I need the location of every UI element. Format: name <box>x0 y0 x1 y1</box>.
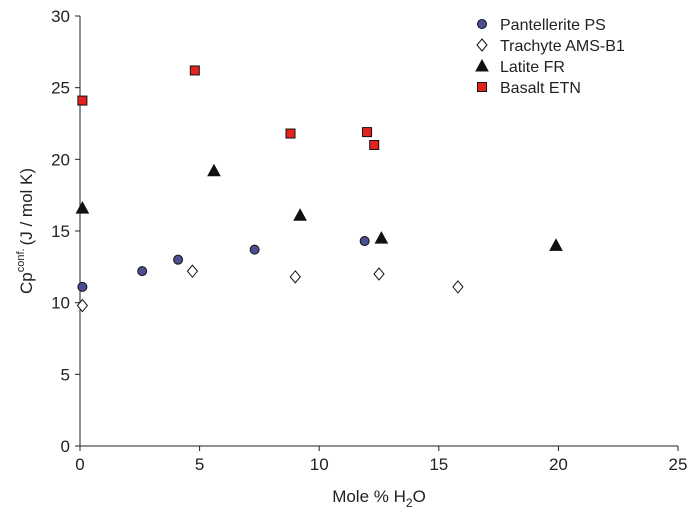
y-label-part: (J / mol K) <box>17 168 36 245</box>
x-label-part: O <box>413 487 426 506</box>
point <box>75 201 90 214</box>
point <box>249 244 260 255</box>
point <box>362 127 373 138</box>
x-label-sub: 2 <box>406 496 413 510</box>
legend-label: Latite FR <box>500 59 565 76</box>
y-label-part: Cp <box>17 272 36 294</box>
legend-label: Basalt ETN <box>500 80 581 97</box>
y-label-sup: conf. <box>15 248 27 272</box>
y-tick-label: 25 <box>51 79 70 98</box>
point <box>373 267 385 281</box>
point <box>76 298 89 313</box>
x-label-part: Mole % H <box>332 487 406 506</box>
x-tick-label: 25 <box>669 455 688 474</box>
x-tick-label: 10 <box>310 455 329 474</box>
x-tick-label: 15 <box>429 455 448 474</box>
point <box>374 231 389 244</box>
legend-marker <box>477 82 487 92</box>
legend-marker <box>477 19 487 29</box>
x-tick-label: 5 <box>195 455 204 474</box>
point <box>289 270 301 284</box>
point <box>77 281 88 292</box>
y-tick-label: 5 <box>61 365 70 384</box>
y-tick-label: 15 <box>51 222 70 241</box>
point <box>189 65 200 76</box>
point <box>293 208 307 221</box>
point <box>285 128 296 139</box>
x-tick-label: 0 <box>75 455 84 474</box>
point <box>137 266 148 277</box>
point <box>359 236 370 247</box>
point <box>77 95 88 106</box>
legend-marker <box>475 58 489 72</box>
y-tick-label: 10 <box>51 294 70 313</box>
y-axis-label: Cpconf. (J / mol K) <box>15 168 36 294</box>
y-tick-label: 30 <box>51 7 70 26</box>
point <box>186 264 199 278</box>
legend-label: Trachyte AMS-B1 <box>500 38 625 55</box>
point <box>369 140 380 150</box>
x-axis-label: Mole % H2O <box>332 487 426 510</box>
point <box>452 280 464 294</box>
point <box>173 254 184 265</box>
y-tick-label: 20 <box>51 150 70 169</box>
legend-marker <box>476 38 488 52</box>
point <box>549 238 563 251</box>
y-tick-label: 0 <box>61 437 70 456</box>
x-tick-label: 20 <box>549 455 568 474</box>
point <box>207 163 221 177</box>
legend-label: Pantellerite PS <box>500 17 606 34</box>
